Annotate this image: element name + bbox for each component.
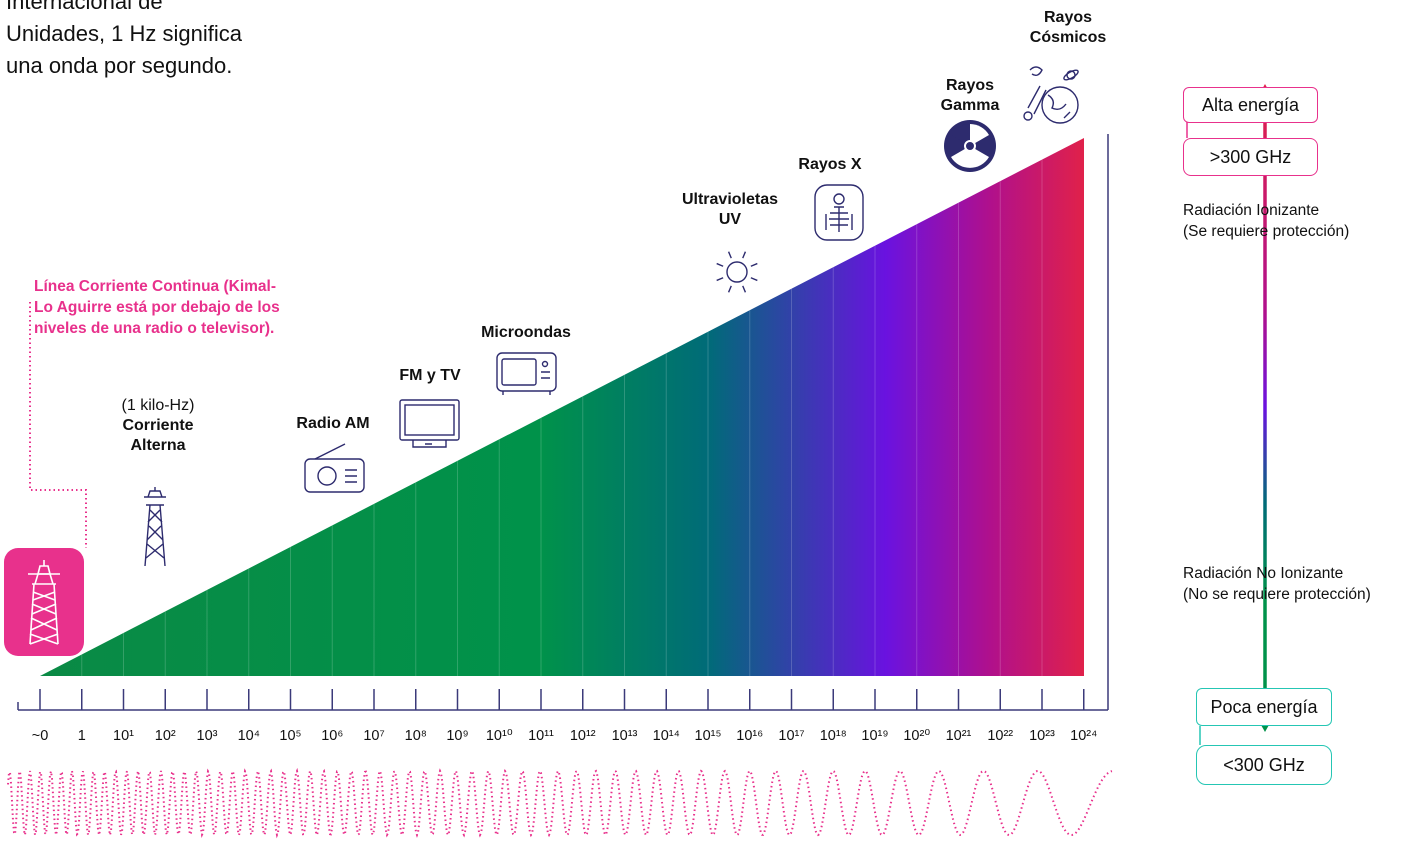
axis-tick-label: 10¹⁶ [736, 728, 764, 744]
axis-tick-label: 10⁴ [237, 728, 260, 744]
am-label: Radio AM [296, 415, 370, 432]
sun-ray [727, 251, 732, 259]
axis-tick-label: 10⁶ [321, 728, 344, 744]
cosmic-icon [1023, 66, 1079, 124]
axis-tick-label: 10² [154, 728, 176, 744]
power-tower-icon [4, 548, 84, 656]
sun-ray [750, 277, 758, 282]
axis-tick-label: 10¹⁴ [652, 728, 680, 744]
axis-tick-label: 10²³ [1029, 728, 1055, 744]
low-freq-box: <300 GHz [1196, 745, 1332, 785]
axis-tick-label: 10¹¹ [528, 728, 554, 744]
ac-label-block: (1 kilo-Hz) Corriente Alterna [108, 396, 208, 456]
xray-label: Rayos X [798, 156, 862, 173]
ionizing-note: (Se requiere protección) [1183, 223, 1350, 240]
transmission-tower-icon [144, 487, 166, 567]
sun-icon [716, 251, 758, 293]
axis-tick-label: 10¹² [569, 728, 596, 744]
axis-tick-label: 10¹⁰ [485, 728, 513, 744]
ionizing-text: Radiación Ionizante (Se requiere protecc… [1183, 200, 1349, 242]
axis-tick-label: 10¹⁵ [694, 728, 722, 744]
radio-icon [304, 443, 365, 493]
axis-ticks [39, 689, 1085, 710]
frequency-wave [7, 767, 1113, 839]
intro-line-2: Unidades, 1 Hz significa [6, 21, 243, 46]
sun-ray [716, 277, 724, 282]
microwave-icon [496, 352, 557, 395]
high-freq-box: >300 GHz [1183, 138, 1318, 176]
axis-tick-label: 10¹⁷ [778, 728, 805, 744]
axis-tick-label: 10²² [987, 728, 1014, 744]
dc-leader-line [29, 302, 87, 548]
ac-note: (1 kilo-Hz) [121, 397, 195, 414]
ac-label: Corriente Alterna [122, 417, 194, 454]
radiation-icon [944, 120, 996, 172]
axis-tick-label: 10³ [196, 728, 218, 744]
axis-tick-label: 10⁸ [404, 728, 427, 744]
cosmic-label: Rayos Cósmicos [1029, 9, 1107, 46]
sun-ray [727, 285, 732, 293]
axis-tick-label: 10⁷ [363, 728, 385, 744]
axis-tick-label: 10¹⁹ [861, 728, 889, 744]
band-separators [81, 159, 1043, 676]
axis-tick-label: 10²¹ [945, 728, 972, 744]
axis-tick-label: 10¹⁸ [819, 728, 847, 744]
sun-ray [742, 251, 747, 259]
non-ionizing-label: Radiación No Ionizante [1183, 565, 1344, 582]
tv-icon [399, 399, 460, 448]
intro-text: Internacional de Unidades, 1 Hz signific… [6, 0, 306, 82]
axis-tick-label: 10¹³ [611, 728, 638, 744]
axis-tick-label: 10⁹ [446, 728, 469, 744]
axis-tick-label: 1 [77, 728, 86, 744]
intro-line-3: una onda por segundo. [6, 53, 233, 78]
micro-label: Microondas [481, 324, 571, 341]
dc-note: Línea Corriente Continua (Kimal-Lo Aguir… [34, 278, 280, 337]
high-energy-box: Alta energía [1183, 87, 1318, 123]
ionizing-label: Radiación Ionizante [1183, 202, 1320, 219]
axis-tick-label: ~0 [31, 728, 49, 744]
uv-label: Ultravioletas UV [681, 191, 779, 228]
fm-label: FM y TV [399, 367, 461, 384]
non-ionizing-note: (No se requiere protección) [1183, 586, 1371, 603]
spectrum-triangle [40, 138, 1084, 676]
axis-tick-label: 10⁵ [279, 728, 302, 744]
sun-ray [716, 262, 724, 267]
sun-ray [742, 285, 747, 293]
gamma-label: Rayos Gamma [940, 77, 1000, 114]
axis-tick-label: 10²⁴ [1070, 728, 1098, 744]
low-energy-box: Poca energía [1196, 688, 1332, 726]
axis-tick-label: 10¹ [113, 728, 134, 744]
xray-icon [814, 184, 864, 241]
intro-line-1: Internacional de [6, 0, 163, 14]
sun-ray [750, 262, 758, 267]
axis-tick-label: 10²⁰ [903, 728, 931, 744]
non-ionizing-text: Radiación No Ionizante (No se requiere p… [1183, 563, 1371, 605]
